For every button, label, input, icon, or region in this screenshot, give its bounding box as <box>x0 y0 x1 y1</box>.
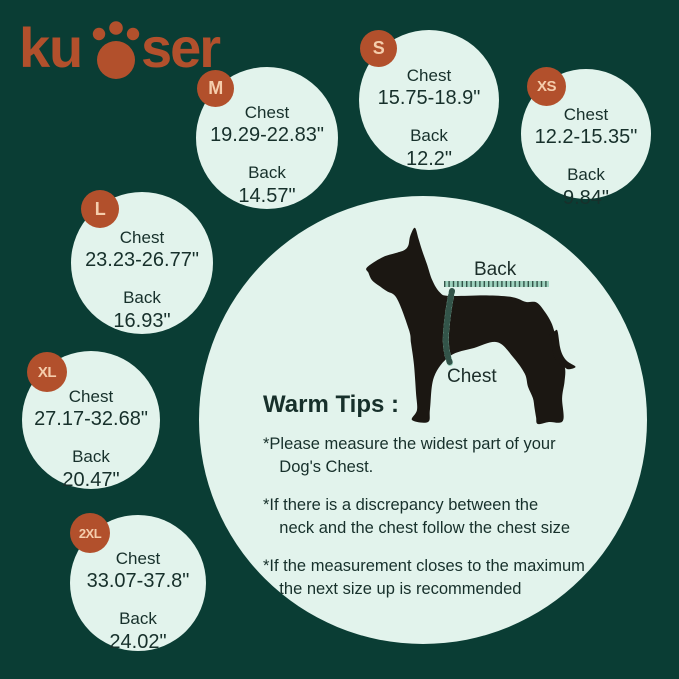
svg-text:Back: Back <box>474 259 517 280</box>
svg-text:Chest: Chest <box>447 366 497 387</box>
